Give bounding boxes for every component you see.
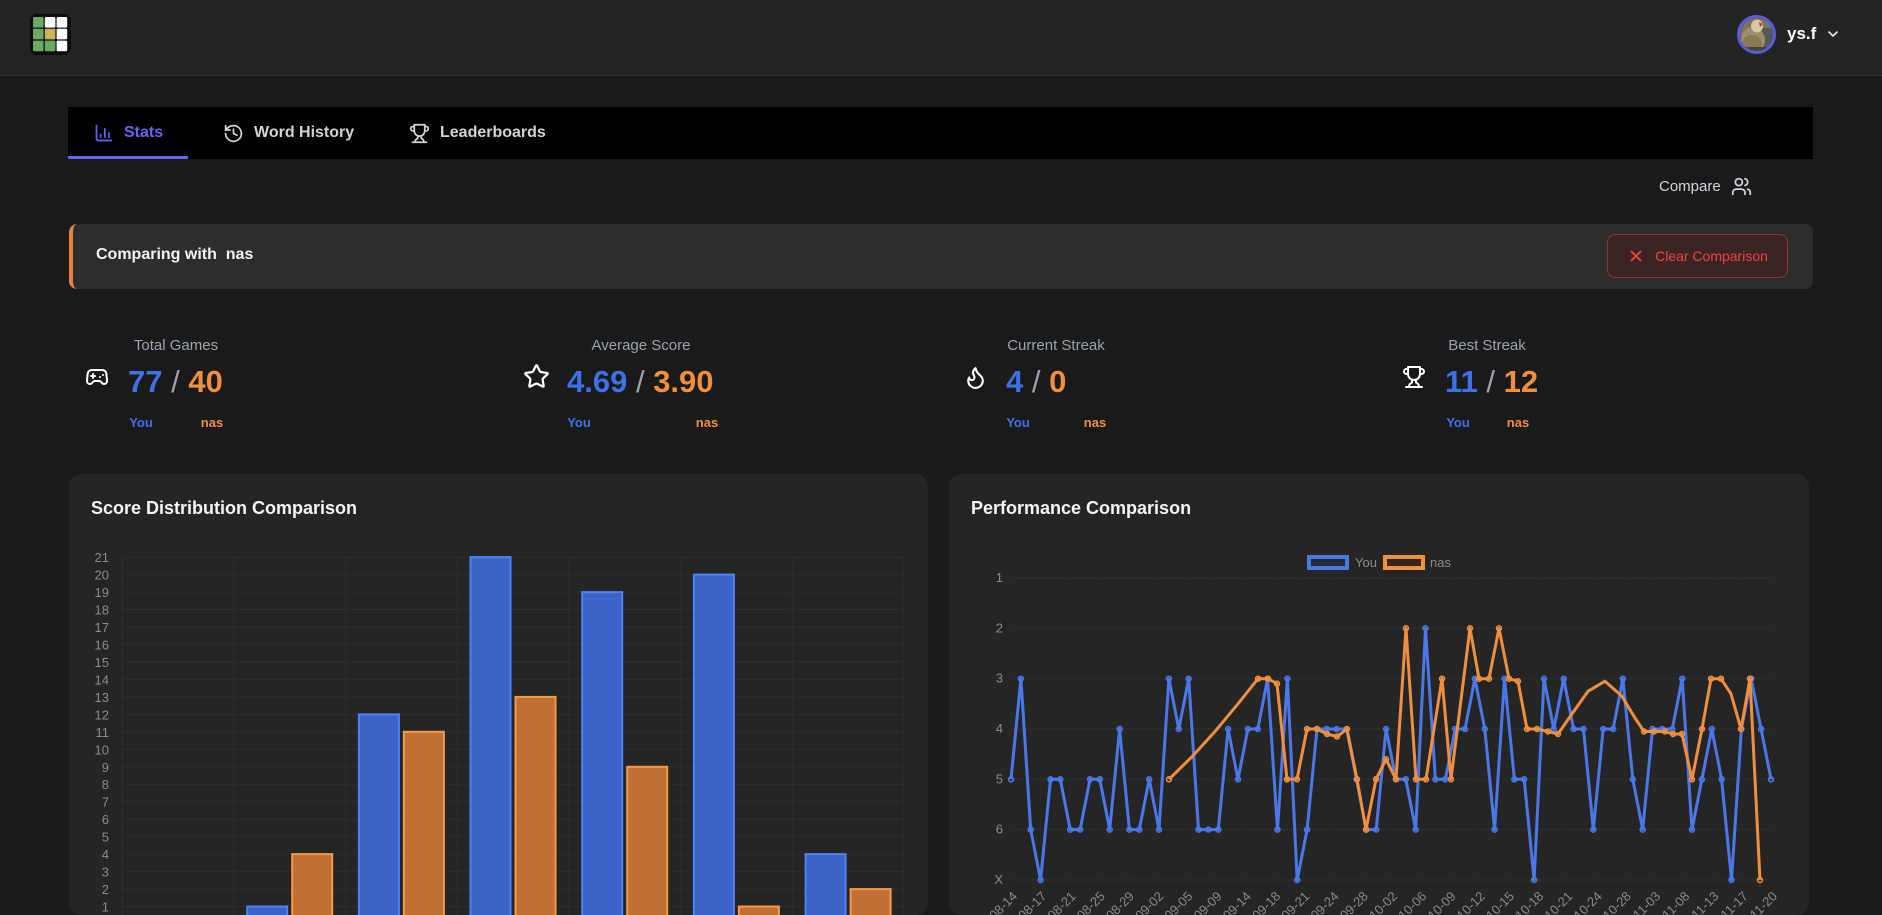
- svg-text:14: 14: [95, 672, 109, 687]
- svg-text:1: 1: [996, 570, 1003, 585]
- svg-text:18: 18: [95, 603, 109, 618]
- svg-text:6: 6: [996, 822, 1003, 837]
- svg-text:4: 4: [102, 847, 109, 862]
- svg-text:17: 17: [95, 620, 109, 635]
- svg-text:13: 13: [95, 690, 109, 705]
- svg-text:16: 16: [95, 638, 109, 653]
- svg-text:11-20: 11-20: [1747, 889, 1780, 915]
- svg-text:12: 12: [95, 707, 109, 722]
- svg-text:19: 19: [95, 585, 109, 600]
- svg-text:21: 21: [95, 550, 109, 565]
- svg-text:15: 15: [95, 655, 109, 670]
- svg-text:4: 4: [996, 721, 1003, 736]
- svg-text:5: 5: [102, 830, 109, 845]
- svg-text:1: 1: [102, 900, 109, 915]
- svg-text:11: 11: [96, 725, 110, 740]
- svg-text:X: X: [994, 872, 1003, 887]
- svg-text:20: 20: [95, 568, 109, 583]
- svg-text:3: 3: [996, 671, 1003, 686]
- svg-text:7: 7: [102, 795, 109, 810]
- svg-text:10: 10: [95, 742, 109, 757]
- svg-text:6: 6: [102, 812, 109, 827]
- svg-text:9: 9: [102, 760, 109, 775]
- svg-text:8: 8: [102, 777, 109, 792]
- svg-text:2: 2: [996, 620, 1003, 635]
- svg-text:3: 3: [102, 865, 109, 880]
- svg-text:2: 2: [102, 882, 109, 897]
- svg-text:5: 5: [996, 771, 1003, 786]
